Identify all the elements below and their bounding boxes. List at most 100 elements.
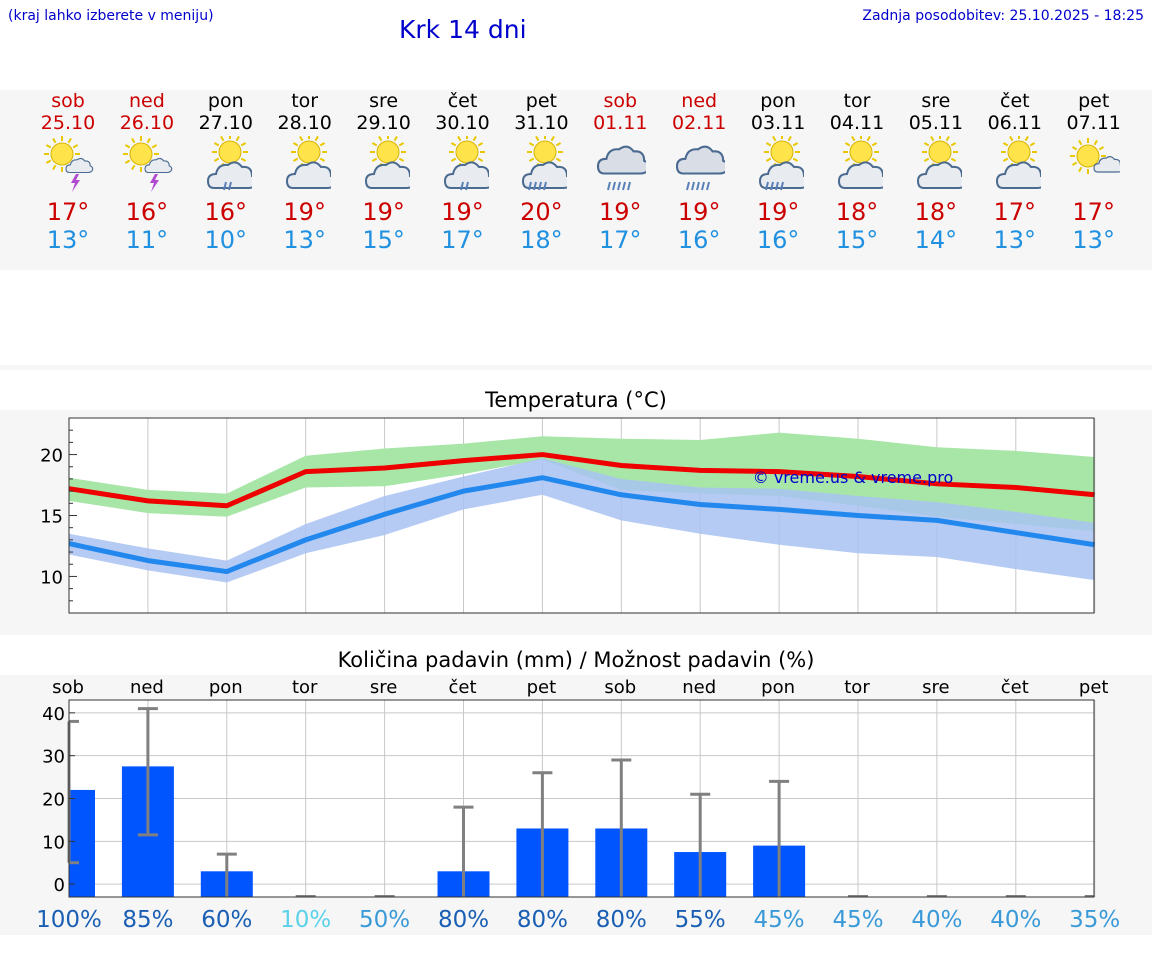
max-temperature: 17° [1072,198,1115,226]
precipitation-probability: 80% [596,907,647,933]
partly-cloudy-icon [837,136,883,189]
location-hint: (kraj lahko izberete v meniju) [8,8,214,24]
cloud-icon [443,161,489,189]
cloud-icon [1093,156,1120,173]
day-date: 02.11 [671,112,727,134]
day-date: 31.10 [514,112,569,134]
x-category-label: sre [922,677,949,698]
min-temperature: 13° [283,226,326,254]
precipitation-chart-title: Količina padavin (mm) / Možnost padavin … [337,648,815,672]
y-tick-label: 0 [54,875,65,896]
temperature-chart-title: Temperatura (°C) [485,388,667,412]
cloud-icon [522,161,568,189]
precipitation-bar [69,789,95,897]
day-name: pon [760,90,796,112]
precipitation-probability: 85% [122,907,173,933]
error-bar [611,758,632,897]
precipitation-probability: 60% [201,907,252,933]
x-category-label: čet [1001,677,1029,698]
y-tick-label: 10 [40,567,63,588]
precipitation-probability: 100% [36,907,102,933]
x-category-label: tor [844,677,870,698]
x-category-label: tor [292,677,318,698]
max-temperature: 17° [993,198,1037,226]
precipitation-chart: sob ned pon tor sre čet pet sob ned pon tor sre čet p… [36,677,1120,933]
x-category-label: ned [682,677,716,698]
partly-sunny-thunderstorm-icon [44,136,94,192]
rain-icon [222,181,232,191]
day-name: ned [128,90,165,112]
max-temperature: 19° [599,198,642,226]
max-temperature: 17° [46,198,90,226]
error-bar [769,779,790,897]
max-temperature: 19° [283,198,326,226]
x-category-label: pet [1079,677,1109,698]
sun-icon [122,136,159,172]
last-updated: Zadnja posodobitev: 25.10.2025 - 18:25 [862,8,1144,24]
precipitation-probability: 40% [990,907,1041,933]
y-tick-label: 20 [42,790,65,811]
day-date: 29.10 [356,112,411,134]
max-temperature: 19° [756,198,800,226]
max-temperature: 19° [441,198,484,226]
day-date: 27.10 [198,112,253,134]
temperature-max-line [68,452,1095,509]
day-date: 01.11 [593,112,648,134]
x-category-label: sob [604,677,636,698]
day-name: sre [369,90,399,112]
sun-cloud-heavy-rain-icon [759,136,805,191]
day-name: ned [681,90,718,112]
min-temperature: 15° [835,226,879,254]
partly-cloudy-icon [916,136,962,189]
rain-icon [686,181,711,191]
max-temperature: 16° [204,198,248,226]
day-name: tor [843,90,871,112]
cloud-icon [995,161,1041,189]
temperature-min-line [68,475,1096,575]
day-date: 04.11 [829,112,885,134]
cloud-icon [837,161,883,189]
day-name: sre [921,90,951,112]
day-name: pet [525,90,557,112]
precipitation-probability: 10% [280,907,331,933]
cloud-rain-icon [676,145,726,191]
sun-small-cloud-icon [1069,138,1120,174]
min-temperature: 17° [599,226,642,254]
max-temperature: 18° [835,198,879,226]
day-date: 26.10 [119,112,175,134]
partly-cloudy-icon [995,136,1041,189]
max-temperature: 19° [362,198,405,226]
sun-cloud-rain-icon [443,136,489,191]
error-bar [453,805,474,897]
day-date: 07.11 [1066,112,1121,134]
sun-cloud-rain-icon [206,136,252,191]
forecast-panel: sob 25.10 17° 13° ned 26.10 16° 11° pon 27.10 16° 1… [0,90,1152,270]
cloud-icon [285,161,331,189]
rain-icon [528,181,548,191]
day-name: čet [1000,90,1030,112]
max-temperature: 19° [677,198,721,226]
day-date: 05.11 [908,112,964,134]
day-date: 03.11 [750,112,806,134]
y-tick-label: 15 [40,507,63,528]
precipitation-probability: 55% [675,907,726,933]
rain-icon [765,181,785,191]
day-date: 06.11 [987,112,1042,134]
cloud-rain-icon [597,145,647,191]
cloud-icon [916,161,962,189]
temperature-min-band [69,458,1095,583]
error-bar [137,707,158,837]
day-name: čet [447,90,478,112]
min-temperature: 14° [914,226,958,254]
x-category-label: čet [448,677,476,698]
precipitation-probability: 40% [911,907,962,933]
page-title: Krk 14 dni [399,15,527,44]
min-temperature: 16° [756,226,800,254]
x-category-label: pon [209,677,243,698]
day-name: sob [51,90,85,112]
max-temperature: 20° [520,198,563,226]
min-temperature: 13° [1072,226,1115,254]
separator [0,365,1152,370]
cloud-icon [676,145,726,175]
precipitation-probability: 80% [517,907,568,933]
